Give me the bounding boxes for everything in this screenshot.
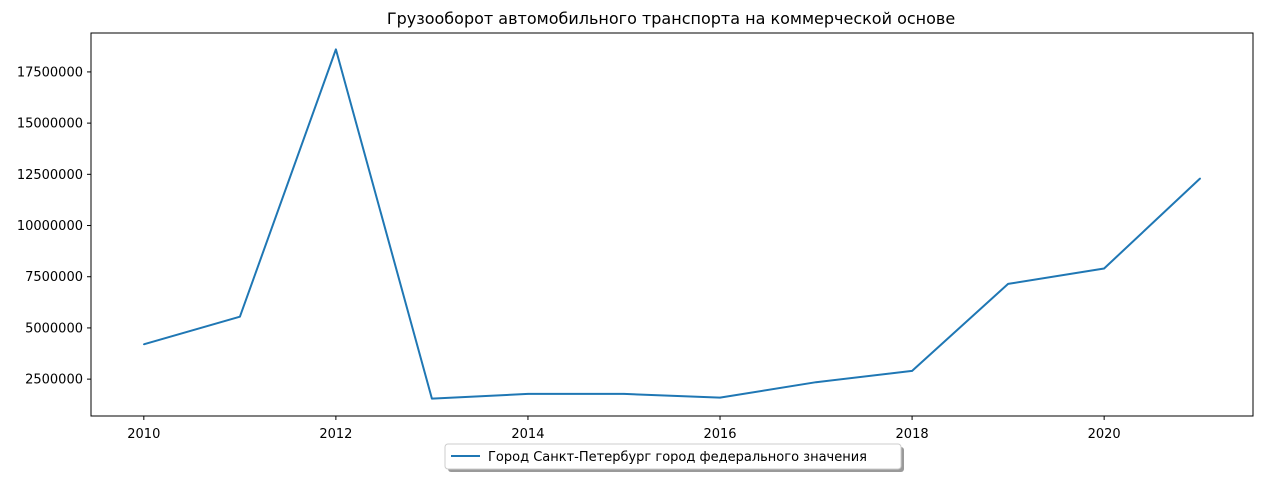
x-tick-label: 2016	[703, 427, 736, 442]
data-point	[431, 397, 433, 400]
x-tick-label: 2012	[319, 427, 352, 442]
chart-title: Грузооборот автомобильного транспорта на…	[387, 9, 955, 28]
data-point	[143, 343, 145, 346]
data-point	[1199, 177, 1201, 180]
legend-label: Город Санкт-Петербург город федерального…	[488, 450, 867, 465]
y-tick-label: 17500000	[17, 65, 83, 80]
y-tick-label: 12500000	[17, 168, 83, 183]
y-tick-label: 2500000	[25, 373, 83, 388]
y-tick-label: 15000000	[17, 117, 83, 132]
legend: Город Санкт-Петербург город федерального…	[444, 443, 904, 472]
x-tick-label: 2014	[511, 427, 544, 442]
y-axis: 2500000 5000000 7500000 10000000 12500000 150…	[17, 65, 91, 388]
y-tick-label: 7500000	[25, 270, 83, 285]
data-point	[815, 381, 817, 384]
legend-box	[444, 443, 902, 470]
y-tick-label: 10000000	[17, 219, 83, 234]
series-layer	[143, 48, 1201, 400]
data-point	[527, 393, 529, 395]
series-line	[143, 48, 1201, 400]
plot-frame	[90, 32, 1254, 417]
data-point	[335, 48, 337, 51]
data-point	[623, 393, 625, 395]
data-point	[719, 396, 721, 399]
data-point	[1007, 283, 1009, 285]
x-tick-label: 2020	[1088, 427, 1121, 442]
x-axis: 2010 2012 2014 2016 2018 2020	[127, 416, 1121, 442]
data-point	[239, 315, 241, 318]
y-tick-label: 5000000	[25, 321, 83, 336]
x-tick-label: 2018	[896, 427, 929, 442]
data-point	[1103, 267, 1105, 270]
data-point	[911, 370, 913, 372]
x-tick-label: 2010	[127, 427, 160, 442]
